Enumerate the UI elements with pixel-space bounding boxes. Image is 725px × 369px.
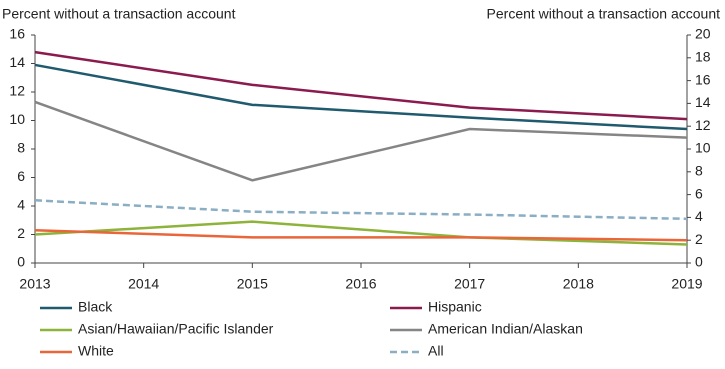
legend-label: Hispanic bbox=[428, 299, 482, 315]
y-tick-label: 10 bbox=[9, 111, 25, 127]
y2-tick-label: 12 bbox=[695, 117, 711, 133]
y-tick-label: 4 bbox=[17, 197, 25, 213]
y2-tick-label: 20 bbox=[695, 26, 711, 42]
y-tick-label: 16 bbox=[9, 26, 25, 42]
series-line bbox=[34, 199, 688, 221]
legend-label: All bbox=[428, 343, 444, 359]
x-tick-label: 2016 bbox=[345, 276, 376, 292]
x-tick-label: 2019 bbox=[671, 276, 702, 292]
legend-label: Black bbox=[78, 299, 113, 315]
y-tick-label: 0 bbox=[17, 254, 25, 270]
y2-axis-title: Percent without a transaction account bbox=[487, 6, 721, 22]
x-tick-label: 2013 bbox=[19, 276, 50, 292]
y2-tick-label: 16 bbox=[695, 71, 711, 87]
y2-tick-label: 2 bbox=[695, 231, 703, 247]
y-tick-label: 8 bbox=[17, 140, 25, 156]
x-tick-label: 2015 bbox=[237, 276, 268, 292]
y-tick-label: 12 bbox=[9, 83, 25, 99]
legend-label: Asian/Hawaiian/Pacific Islander bbox=[78, 321, 274, 337]
y-axis-title: Percent without a transaction account bbox=[2, 6, 236, 22]
x-tick-label: 2018 bbox=[563, 276, 594, 292]
y2-tick-label: 0 bbox=[695, 254, 703, 270]
x-tick-label: 2014 bbox=[128, 276, 159, 292]
series-line bbox=[34, 63, 688, 131]
y2-tick-label: 10 bbox=[695, 140, 711, 156]
series-line bbox=[34, 100, 688, 182]
y-tick-label: 14 bbox=[9, 54, 25, 70]
series-line bbox=[34, 220, 688, 246]
legend-label: White bbox=[78, 343, 114, 359]
y-tick-label: 2 bbox=[17, 225, 25, 241]
y2-tick-label: 14 bbox=[695, 94, 711, 110]
legend-label: American Indian/Alaskan bbox=[428, 321, 583, 337]
y2-tick-label: 18 bbox=[695, 49, 711, 65]
series-line bbox=[34, 228, 688, 242]
series-line bbox=[34, 50, 688, 121]
x-tick-label: 2017 bbox=[454, 276, 485, 292]
y2-tick-label: 6 bbox=[695, 185, 703, 201]
y2-tick-label: 8 bbox=[695, 163, 703, 179]
y2-tick-label: 4 bbox=[695, 208, 703, 224]
y-tick-label: 6 bbox=[17, 168, 25, 184]
